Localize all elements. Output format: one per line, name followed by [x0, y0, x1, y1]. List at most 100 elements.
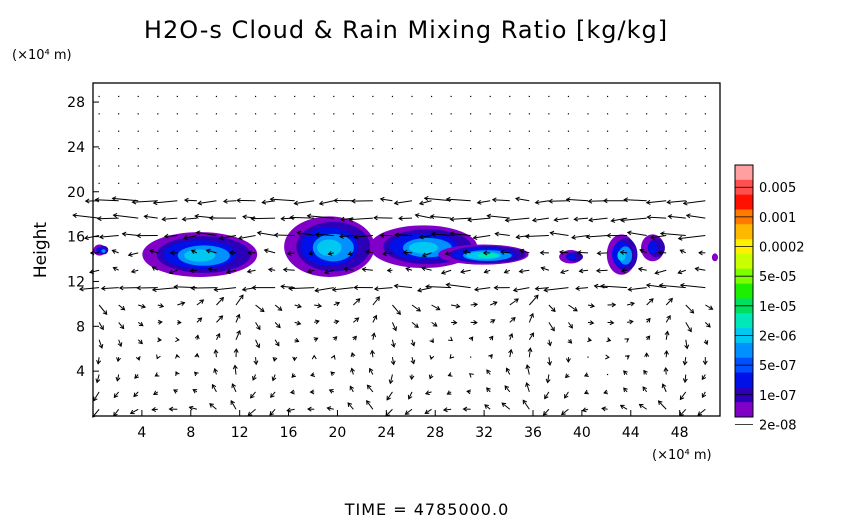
wind-vector-head [414, 213, 420, 218]
wind-vector [252, 374, 257, 381]
wind-vector [567, 95, 570, 98]
wind-vector [685, 130, 687, 132]
wind-vector [626, 165, 628, 167]
wind-vector-head [168, 406, 174, 412]
wind-vector-head [587, 337, 592, 343]
cloud-contour [101, 249, 106, 253]
wind-vector [230, 400, 237, 410]
wind-vector-head [112, 266, 118, 272]
wind-vector [391, 357, 395, 365]
wind-vector-head [286, 407, 292, 413]
wind-vector-head [421, 252, 427, 258]
wind-vector [665, 182, 667, 184]
wind-vector [587, 95, 589, 98]
wind-vector-head [701, 393, 707, 399]
wind-vector-head [208, 215, 214, 221]
wind-vector [349, 217, 373, 221]
wind-vector-head [313, 337, 319, 342]
wind-vector-head [518, 268, 524, 274]
wind-vector [686, 214, 706, 219]
colorbar-swatch [735, 372, 753, 388]
wind-vector [333, 130, 335, 132]
wind-vector-head [620, 217, 625, 223]
colorbar-label: 2e-06 [759, 329, 797, 344]
wind-vector [235, 147, 237, 150]
wind-vector [441, 269, 452, 274]
wind-vector-head [493, 285, 499, 291]
wind-vector-head [158, 319, 163, 325]
wind-vector [587, 165, 589, 167]
wind-vector-head [620, 268, 626, 274]
wind-vector-head [350, 367, 355, 373]
wind-vector-head [218, 315, 224, 320]
wind-vector [484, 269, 491, 273]
wind-vector [639, 403, 647, 410]
wind-vector-head [564, 393, 569, 399]
wind-vector [554, 217, 569, 221]
wind-vector [274, 130, 276, 132]
wind-vector [704, 322, 711, 328]
wind-vector [528, 182, 530, 184]
colorbar-label: 0.001 [759, 211, 796, 226]
wind-vector [315, 233, 334, 236]
wind-vector [509, 349, 512, 358]
wind-vector [646, 113, 648, 115]
wind-vector [98, 165, 100, 167]
wind-vector-head [112, 213, 118, 218]
wind-vector [421, 267, 432, 271]
wind-vector [425, 391, 432, 395]
wind-vector [264, 249, 276, 254]
wind-vector [98, 95, 100, 98]
time-label: TIME = 4785000.0 [344, 500, 510, 519]
wind-vector-head [649, 234, 655, 240]
wind-vector [313, 165, 315, 167]
wind-vector [333, 147, 335, 150]
colorbar-label: 0.005 [759, 181, 796, 196]
wind-vector [274, 165, 276, 167]
wind-vector-head [261, 199, 267, 205]
wind-vector [79, 287, 100, 290]
wind-vector-head [309, 389, 315, 395]
wind-vector-head [194, 352, 200, 358]
wind-vector-head [512, 287, 518, 293]
wind-vector [269, 408, 276, 416]
wind-vector-head [661, 383, 667, 389]
wind-vector [685, 339, 688, 349]
wind-vector [274, 339, 280, 346]
wind-vector-head [482, 250, 488, 256]
wind-vector-head [183, 197, 189, 203]
wind-vector-head [180, 301, 186, 307]
wind-vector [473, 234, 491, 239]
wind-vector [73, 214, 100, 219]
wind-vector-head [293, 200, 299, 206]
wind-vector-head [113, 393, 119, 399]
wind-vector [470, 182, 472, 184]
wind-vector-head [253, 360, 259, 366]
wind-vector-head [96, 359, 102, 365]
wind-vector-head [544, 394, 549, 400]
wind-vector [352, 165, 354, 167]
wind-vector-head [550, 326, 555, 332]
wind-vector-head [551, 307, 556, 313]
wind-vector [424, 197, 452, 202]
wind-vector-head [228, 250, 234, 256]
wind-vector [509, 317, 516, 323]
x-tick-label: 36 [524, 425, 542, 441]
wind-vector [450, 113, 452, 115]
wind-vector-head [111, 196, 117, 202]
wind-vector [254, 147, 257, 150]
wind-vector-head [95, 378, 101, 384]
wind-vector-head [246, 268, 252, 274]
wind-vector-head [694, 266, 700, 272]
wind-vector [152, 266, 159, 271]
wind-vector [137, 130, 139, 132]
wind-vector [528, 348, 531, 358]
wind-vector-head [666, 314, 671, 320]
wind-vector-head [677, 235, 683, 241]
wind-vector-head [425, 284, 430, 290]
wind-vector-head [292, 356, 298, 362]
wind-vector-head [373, 286, 379, 292]
wind-vector [255, 339, 260, 348]
wind-vector-head [306, 268, 312, 274]
wind-vector-head [703, 340, 709, 346]
